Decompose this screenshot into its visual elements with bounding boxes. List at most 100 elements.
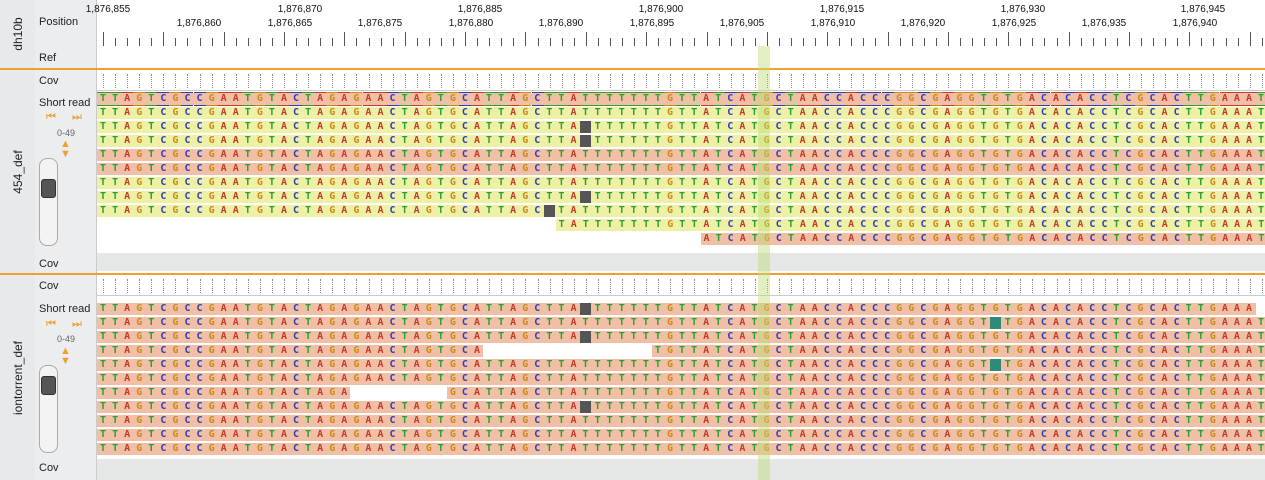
read-base: A [739, 303, 746, 314]
read-base: T [305, 107, 312, 118]
read-base: G [1137, 401, 1144, 412]
read-base: A [377, 443, 384, 454]
read-base: A [1245, 429, 1252, 440]
read-base: T [1197, 177, 1204, 188]
read-base: C [1040, 401, 1047, 412]
read-base: T [546, 93, 553, 104]
read-base: A [341, 443, 348, 454]
read-base: A [703, 191, 710, 202]
read-base: T [582, 205, 589, 216]
read-base: G [968, 177, 975, 188]
read-base: A [811, 135, 818, 146]
skip-back-icon[interactable]: ⏮ [46, 111, 56, 123]
slider-thumb[interactable] [41, 376, 56, 395]
read-base: A [570, 191, 577, 202]
read-base: G [522, 93, 529, 104]
read-base: C [1149, 415, 1156, 426]
coverage-column [947, 74, 949, 88]
read-base: G [908, 401, 915, 412]
read-base: A [1161, 121, 1168, 132]
read-base: T [1004, 219, 1012, 230]
slider-thumb[interactable] [41, 179, 56, 198]
read-scroll-slider[interactable] [39, 158, 58, 246]
read-base: T [1004, 359, 1011, 370]
read-base: C [872, 163, 879, 174]
read-base: C [1089, 345, 1096, 356]
short-read[interactable]: TTAGTCGCCGAATGTACTAGAGAACTAGTGCATTAGCTTA… [97, 205, 1265, 217]
read-base: A [1233, 93, 1240, 104]
read-base: A [413, 317, 420, 328]
position-label: Position [39, 16, 79, 28]
read-base: T [498, 191, 505, 202]
short-read[interactable]: TTAGTCGCCGAATGTACTAGAGAACTAGTGCATTAGCTTA… [97, 387, 1265, 399]
short-read[interactable]: TTAGTCGCCGAATGTACTAGAGAACTAGTGCATTAGCTTA… [97, 345, 1265, 357]
up-down-arrows-icon[interactable]: ▼ [60, 148, 71, 160]
read-base: T [618, 415, 625, 426]
read-base: T [582, 415, 589, 426]
read-base: G [1016, 135, 1023, 146]
read-base: C [160, 303, 167, 314]
read-base: G [992, 345, 999, 356]
read-base: G [956, 387, 963, 398]
read-base: C [461, 135, 468, 146]
read-base: A [413, 331, 420, 342]
read-base: T [642, 373, 649, 384]
skip-forward-icon[interactable]: ⏭ [72, 111, 82, 123]
read-base: A [944, 233, 951, 244]
read-base: G [1209, 149, 1216, 160]
read-base: A [1161, 149, 1168, 160]
read-base: T [751, 149, 758, 160]
read-base: A [510, 191, 517, 202]
skip-back-icon[interactable]: ⏮ [46, 318, 56, 330]
read-base: A [1028, 415, 1035, 426]
read-base: T [244, 149, 251, 160]
read-scroll-slider[interactable] [39, 365, 58, 453]
read-base: G [666, 331, 673, 342]
read-base: C [859, 415, 866, 426]
up-down-arrows-icon[interactable]: ▼ [60, 355, 71, 367]
up-down-arrows-icon[interactable]: ▲ [60, 345, 71, 357]
coverage-column [489, 74, 491, 88]
read-base: C [823, 387, 830, 398]
read-base: C [196, 359, 203, 370]
read-base: T [1113, 359, 1120, 370]
read-base: T [751, 317, 758, 328]
read-base: C [775, 121, 782, 132]
read-base: C [389, 331, 396, 342]
read-base: T [606, 93, 613, 104]
read-base: C [860, 219, 867, 230]
read-base: T [691, 387, 698, 398]
read-base: T [1185, 317, 1192, 328]
read-base: G [208, 429, 215, 440]
read-base: G [329, 387, 336, 398]
read-base: C [1101, 303, 1108, 314]
read-base: G [896, 93, 903, 104]
read-base: A [510, 331, 517, 342]
skip-forward-icon[interactable]: ⏭ [72, 318, 82, 330]
read-base: A [1161, 177, 1168, 188]
read-base: G [956, 415, 963, 426]
read-base: A [124, 107, 131, 118]
up-down-arrows-icon[interactable]: ▲ [60, 138, 71, 150]
read-base: G [896, 359, 903, 370]
read-base: T [305, 191, 312, 202]
